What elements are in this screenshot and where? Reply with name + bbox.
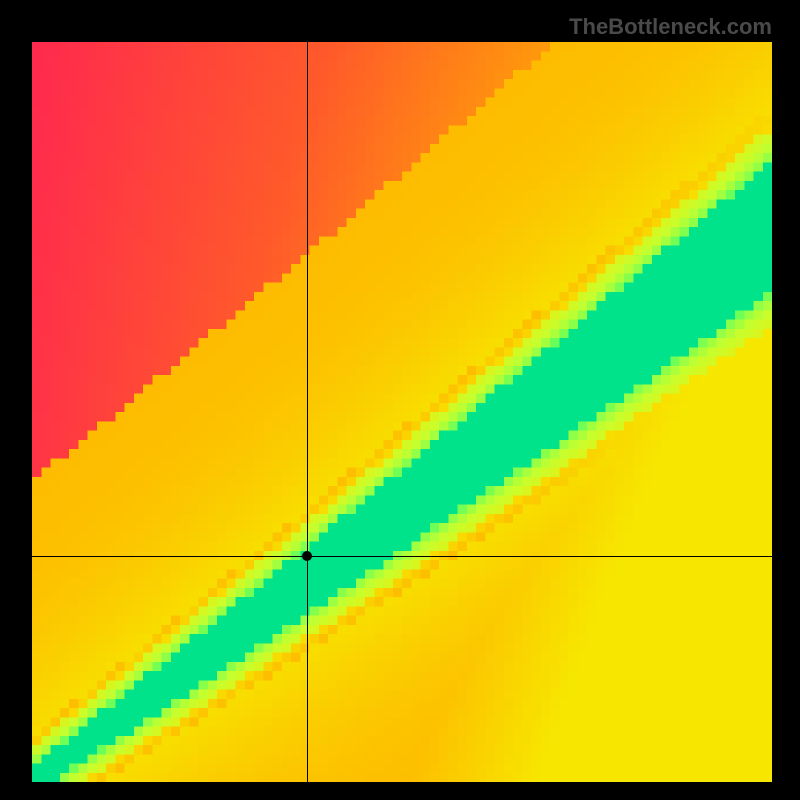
heatmap-plot: [32, 42, 772, 782]
watermark-text: TheBottleneck.com: [569, 14, 772, 40]
chart-container: TheBottleneck.com: [0, 0, 800, 800]
heatmap-canvas: [32, 42, 772, 782]
crosshair-vertical: [307, 42, 308, 782]
crosshair-horizontal: [32, 556, 772, 557]
